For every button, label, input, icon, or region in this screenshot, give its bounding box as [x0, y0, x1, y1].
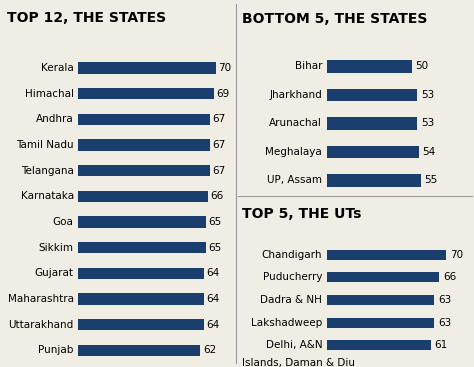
- FancyBboxPatch shape: [78, 165, 210, 176]
- Text: Gujarat: Gujarat: [35, 268, 73, 279]
- Text: 67: 67: [213, 140, 226, 150]
- Text: UP, Assam: UP, Assam: [267, 175, 322, 185]
- FancyBboxPatch shape: [78, 319, 204, 330]
- Text: Sikkim: Sikkim: [39, 243, 73, 253]
- FancyBboxPatch shape: [78, 345, 201, 356]
- Text: Meghalaya: Meghalaya: [265, 147, 322, 157]
- FancyBboxPatch shape: [78, 139, 210, 150]
- FancyBboxPatch shape: [78, 114, 210, 125]
- FancyBboxPatch shape: [78, 268, 204, 279]
- Text: BOTTOM 5, THE STATES: BOTTOM 5, THE STATES: [242, 12, 427, 26]
- Text: Telangana: Telangana: [21, 166, 73, 176]
- Text: 65: 65: [209, 243, 222, 253]
- Text: Jharkhand: Jharkhand: [269, 90, 322, 100]
- FancyBboxPatch shape: [327, 60, 412, 73]
- Text: Goa: Goa: [53, 217, 73, 227]
- Text: 64: 64: [207, 320, 220, 330]
- Text: 63: 63: [438, 317, 451, 328]
- Text: 69: 69: [217, 88, 230, 99]
- Text: 64: 64: [207, 268, 220, 279]
- Text: Andhra: Andhra: [36, 114, 73, 124]
- Text: 66: 66: [443, 272, 456, 282]
- Text: TOP 5, THE UTs: TOP 5, THE UTs: [242, 207, 361, 221]
- FancyBboxPatch shape: [327, 146, 419, 158]
- Text: Punjab: Punjab: [38, 345, 73, 356]
- FancyBboxPatch shape: [327, 317, 434, 328]
- FancyBboxPatch shape: [78, 62, 216, 73]
- Text: Tamil Nadu: Tamil Nadu: [16, 140, 73, 150]
- Text: 63: 63: [438, 295, 451, 305]
- FancyBboxPatch shape: [327, 250, 446, 260]
- FancyBboxPatch shape: [78, 294, 204, 305]
- Text: 67: 67: [213, 166, 226, 176]
- Text: Uttarakhand: Uttarakhand: [9, 320, 73, 330]
- Text: Puducherry: Puducherry: [263, 272, 322, 282]
- Text: 67: 67: [213, 114, 226, 124]
- Text: Karnataka: Karnataka: [20, 191, 73, 201]
- Text: Chandigarh: Chandigarh: [262, 250, 322, 260]
- Text: 65: 65: [209, 217, 222, 227]
- FancyBboxPatch shape: [327, 117, 417, 130]
- FancyBboxPatch shape: [327, 174, 420, 186]
- FancyBboxPatch shape: [78, 242, 206, 253]
- Text: Dadra & NH: Dadra & NH: [260, 295, 322, 305]
- Text: 54: 54: [422, 147, 436, 157]
- Text: Arunachal: Arunachal: [269, 118, 322, 128]
- FancyBboxPatch shape: [78, 191, 209, 202]
- Text: 66: 66: [210, 191, 224, 201]
- Text: 50: 50: [416, 61, 428, 71]
- Text: Bihar: Bihar: [295, 61, 322, 71]
- Text: 61: 61: [434, 340, 447, 350]
- Text: Islands, Daman & Diu: Islands, Daman & Diu: [242, 358, 355, 367]
- Text: Kerala: Kerala: [41, 63, 73, 73]
- Text: 53: 53: [421, 90, 434, 100]
- FancyBboxPatch shape: [327, 295, 434, 305]
- Text: 55: 55: [424, 175, 438, 185]
- Text: Himachal: Himachal: [25, 88, 73, 99]
- Text: 62: 62: [203, 345, 216, 356]
- FancyBboxPatch shape: [78, 217, 206, 228]
- FancyBboxPatch shape: [78, 88, 214, 99]
- Text: TOP 12, THE STATES: TOP 12, THE STATES: [7, 11, 166, 25]
- FancyBboxPatch shape: [327, 88, 417, 101]
- Text: Lakshadweep: Lakshadweep: [251, 317, 322, 328]
- Text: Maharashtra: Maharashtra: [8, 294, 73, 304]
- FancyBboxPatch shape: [327, 340, 431, 350]
- FancyBboxPatch shape: [327, 272, 439, 282]
- Text: Delhi, A&N: Delhi, A&N: [265, 340, 322, 350]
- Text: 70: 70: [450, 250, 463, 260]
- Text: 70: 70: [219, 63, 232, 73]
- Text: 53: 53: [421, 118, 434, 128]
- Text: 64: 64: [207, 294, 220, 304]
